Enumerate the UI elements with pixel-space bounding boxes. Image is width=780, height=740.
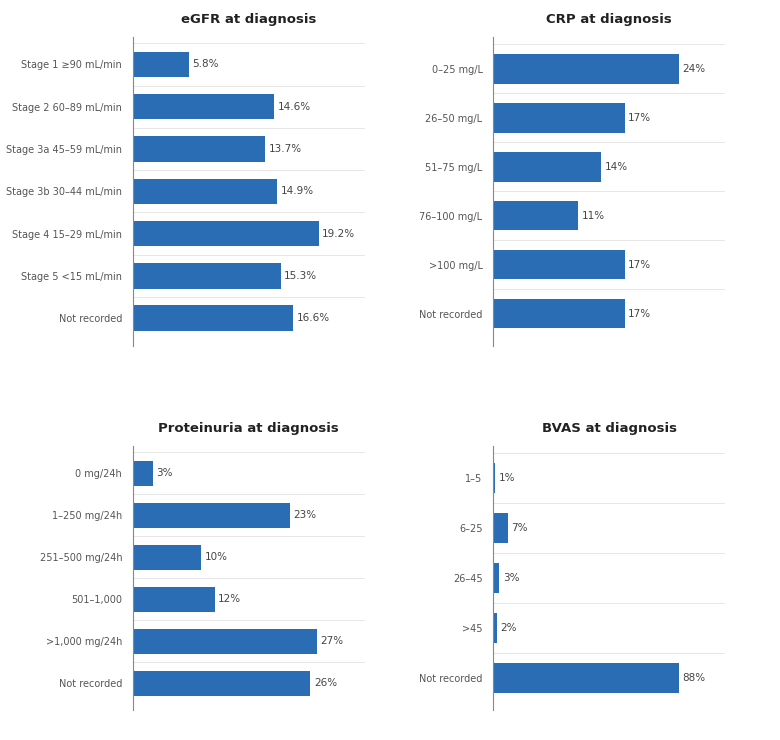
Bar bbox=[133, 460, 153, 485]
Text: 14.6%: 14.6% bbox=[278, 102, 310, 112]
Bar bbox=[133, 136, 265, 162]
Bar bbox=[133, 306, 293, 331]
Bar bbox=[493, 663, 679, 693]
Bar bbox=[493, 563, 499, 593]
Bar bbox=[133, 178, 277, 204]
Bar bbox=[493, 54, 679, 84]
Text: 5.8%: 5.8% bbox=[192, 59, 218, 70]
Title: BVAS at diagnosis: BVAS at diagnosis bbox=[541, 422, 677, 435]
Bar bbox=[133, 94, 274, 119]
Text: 17%: 17% bbox=[628, 309, 651, 319]
Title: Proteinuria at diagnosis: Proteinuria at diagnosis bbox=[158, 422, 339, 435]
Text: 12%: 12% bbox=[218, 594, 241, 604]
Bar bbox=[133, 628, 317, 653]
Text: 1%: 1% bbox=[498, 474, 515, 483]
Text: 16.6%: 16.6% bbox=[297, 313, 330, 323]
Bar bbox=[493, 299, 625, 329]
Text: 11%: 11% bbox=[582, 211, 604, 221]
Text: 24%: 24% bbox=[682, 64, 706, 74]
Text: 3%: 3% bbox=[503, 574, 519, 583]
Text: 23%: 23% bbox=[293, 510, 317, 520]
Bar bbox=[133, 502, 290, 528]
Bar bbox=[493, 463, 495, 494]
Bar bbox=[493, 103, 625, 132]
Bar bbox=[493, 514, 508, 543]
Text: 14.9%: 14.9% bbox=[281, 186, 314, 196]
Text: 17%: 17% bbox=[628, 260, 651, 270]
Bar bbox=[133, 52, 189, 77]
Title: CRP at diagnosis: CRP at diagnosis bbox=[546, 13, 672, 26]
Bar bbox=[133, 545, 201, 570]
Text: 88%: 88% bbox=[682, 673, 706, 683]
Bar bbox=[493, 152, 601, 181]
Text: 3%: 3% bbox=[157, 468, 173, 478]
Text: 13.7%: 13.7% bbox=[269, 144, 302, 154]
Bar bbox=[133, 263, 281, 289]
Bar bbox=[133, 587, 215, 612]
Text: 26%: 26% bbox=[314, 678, 337, 688]
Bar bbox=[493, 250, 625, 280]
Text: 14%: 14% bbox=[605, 162, 628, 172]
Bar bbox=[493, 201, 578, 230]
Text: 17%: 17% bbox=[628, 112, 651, 123]
Text: 15.3%: 15.3% bbox=[284, 271, 317, 281]
Title: eGFR at diagnosis: eGFR at diagnosis bbox=[181, 13, 317, 26]
Text: 7%: 7% bbox=[511, 523, 528, 534]
Text: 10%: 10% bbox=[204, 552, 228, 562]
Text: 2%: 2% bbox=[501, 623, 517, 633]
Text: 27%: 27% bbox=[321, 636, 344, 646]
Text: 19.2%: 19.2% bbox=[322, 229, 355, 238]
Bar bbox=[133, 221, 318, 246]
Bar bbox=[493, 613, 497, 643]
Bar bbox=[133, 670, 310, 696]
